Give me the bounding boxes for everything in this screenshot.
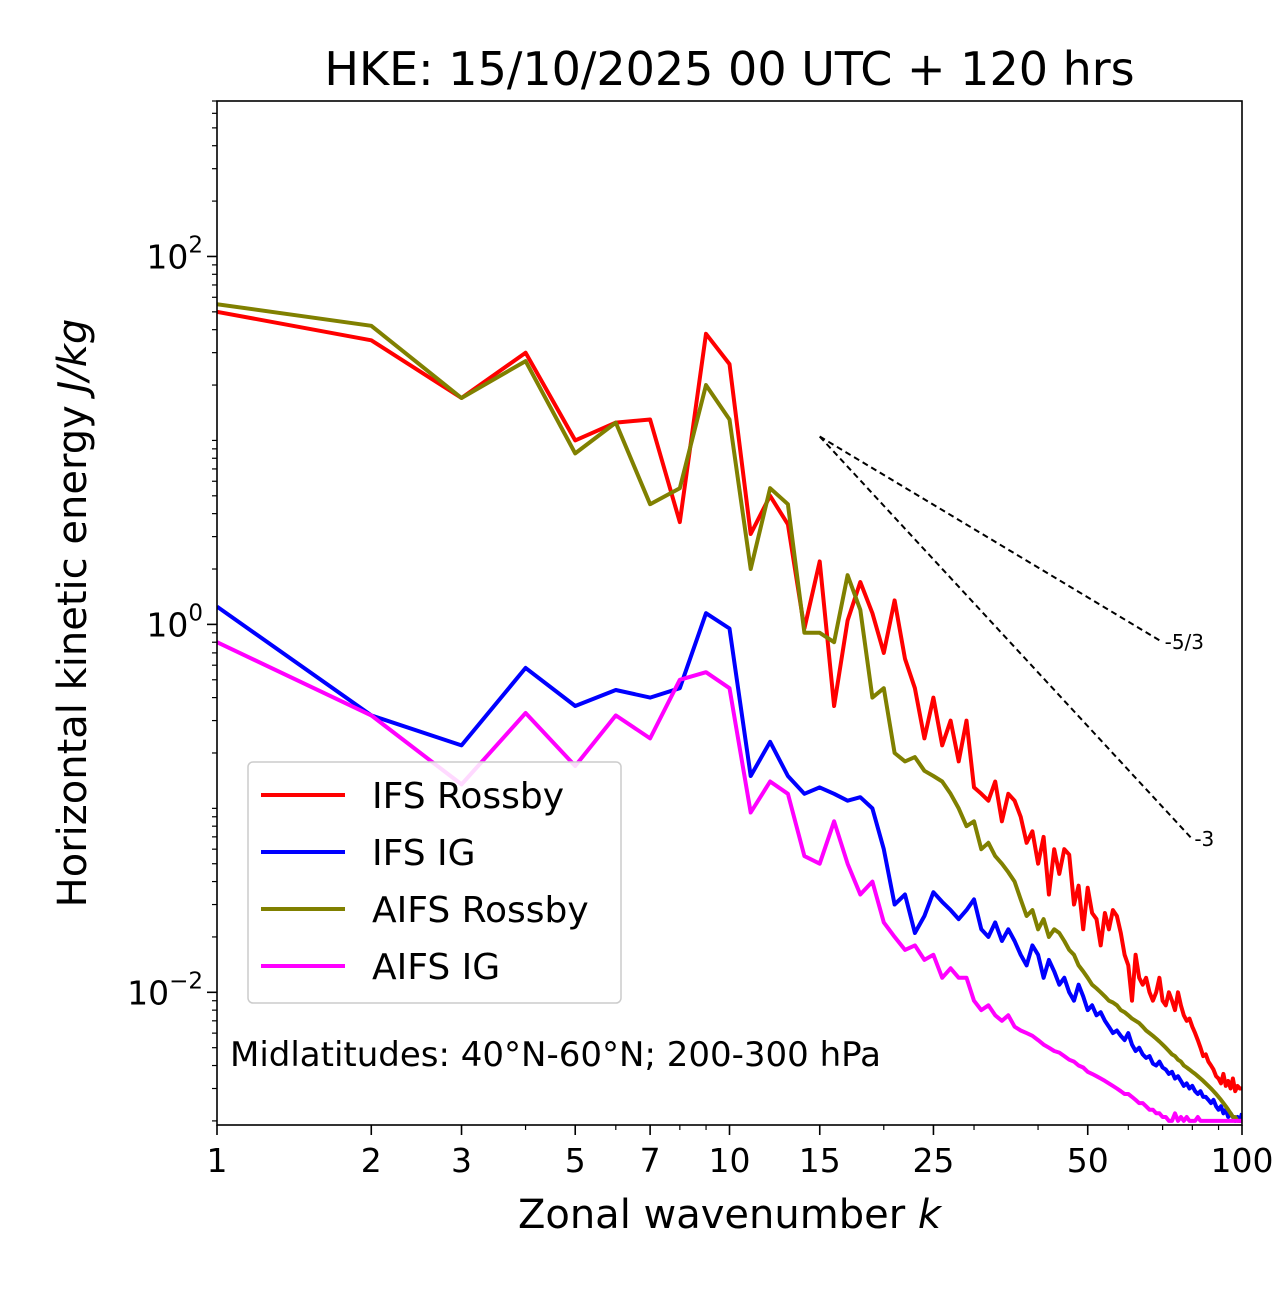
legend-frame xyxy=(247,761,622,1004)
legend-entry-ifs-ig: IFS IG xyxy=(261,833,476,874)
x-tick-label: 5 xyxy=(565,1141,586,1180)
y-tick-label: 102 xyxy=(146,232,203,276)
reference-slope-line-3 xyxy=(819,435,1194,840)
x-tick-label: 10 xyxy=(709,1141,751,1180)
legend-entry-aifs-ig: AIFS IG xyxy=(261,947,500,988)
series-line-ifs-ig xyxy=(217,604,1242,1123)
y-tick-base: 10 xyxy=(127,973,169,1012)
reference-slope-label-3: -3 xyxy=(1194,827,1214,851)
x-axis-label-space xyxy=(905,1192,918,1238)
region-annotation: Midlatitudes: 40°N-60°N; 200-300 hPa xyxy=(230,1035,881,1075)
x-tick-label: 3 xyxy=(451,1141,472,1180)
y-tick-exponent: 0 xyxy=(188,600,203,626)
y-axis-label-space xyxy=(50,393,96,406)
series-line-aifs-rossby xyxy=(217,302,1242,1123)
series-line-aifs-ig xyxy=(217,640,1242,1123)
y-axis-label-text: Horizontal kinetic energy xyxy=(50,405,96,907)
x-tick-label: 50 xyxy=(1067,1141,1109,1180)
x-axis-label-text: Zonal wavenumber xyxy=(518,1192,906,1238)
y-axis-label-units: J/kg xyxy=(50,319,96,400)
x-axis-label: Zonal wavenumber k xyxy=(518,1192,943,1238)
x-tick-label: 100 xyxy=(1211,1141,1274,1180)
reference-slope-label-5-3: -5/3 xyxy=(1165,630,1204,654)
legend-label-ifs-ig: IFS IG xyxy=(372,833,476,874)
legend-label-aifs-ig: AIFS IG xyxy=(372,947,500,988)
reference-slope-line-5-3 xyxy=(819,435,1164,644)
y-tick-label: 10−2 xyxy=(127,968,203,1012)
y-tick-exponent: −2 xyxy=(169,968,203,994)
x-tick-label: 15 xyxy=(799,1141,841,1180)
y-tick-base: 10 xyxy=(146,605,188,644)
legend-entry-aifs-rossby: AIFS Rossby xyxy=(261,890,589,931)
x-tick-label: 25 xyxy=(912,1141,954,1180)
x-tick-label: 1 xyxy=(207,1141,228,1180)
series-layer xyxy=(217,302,1242,1123)
tick-layer xyxy=(207,100,1243,1135)
reference-slope-layer: -5/3 -3 xyxy=(819,435,1214,851)
legend-entry-ifs-rossby: IFS Rossby xyxy=(261,776,564,817)
legend-label-ifs-rossby: IFS Rossby xyxy=(372,776,564,817)
y-tick-base: 10 xyxy=(146,237,188,276)
x-tick-label: 7 xyxy=(640,1141,661,1180)
y-tick-label: 100 xyxy=(146,600,203,644)
x-tick-label: 2 xyxy=(361,1141,382,1180)
series-line-ifs-rossby xyxy=(217,309,1242,1094)
legend-label-aifs-rossby: AIFS Rossby xyxy=(372,890,589,931)
legend: IFS Rossby IFS IG AIFS Rossby AIFS IG xyxy=(247,761,622,1004)
chart-title: HKE: 15/10/2025 00 UTC + 120 hrs xyxy=(324,42,1134,96)
y-tick-exponent: 2 xyxy=(188,232,203,258)
y-axis-label: Horizontal kinetic energy J/kg xyxy=(50,319,96,908)
x-axis-label-symbol: k xyxy=(918,1192,943,1238)
